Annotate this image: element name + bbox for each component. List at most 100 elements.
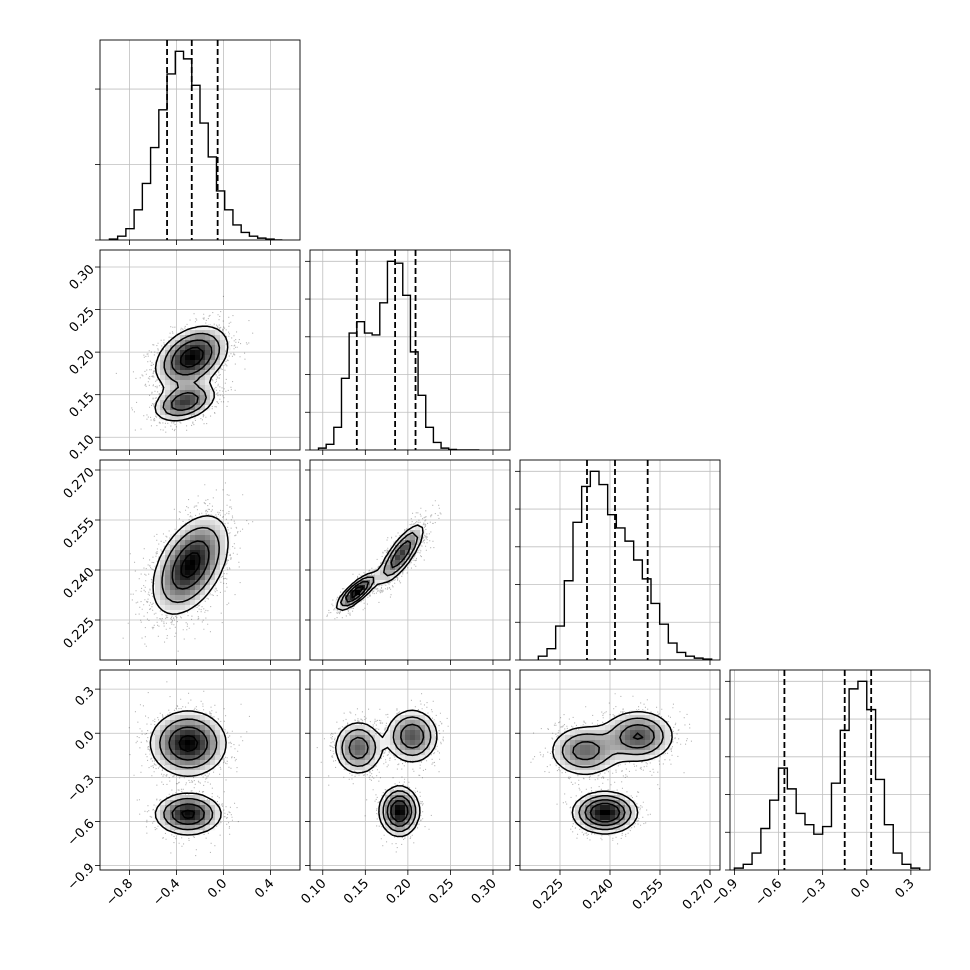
y-tick-label: 0.30	[67, 262, 98, 293]
density-cell	[220, 745, 226, 751]
density-cell	[165, 360, 171, 366]
density-cell	[210, 340, 216, 346]
density-cell	[195, 745, 201, 751]
density-cell	[375, 575, 381, 581]
density-cell	[400, 550, 406, 556]
density-cell	[185, 370, 191, 376]
panel-2-2	[515, 459, 721, 665]
density-cell	[190, 590, 196, 596]
density-cell	[215, 360, 221, 366]
density-cell	[570, 730, 576, 736]
density-cell	[345, 735, 351, 741]
density-cell	[415, 720, 421, 726]
density-cell	[355, 740, 361, 746]
density-cell	[210, 745, 216, 751]
density-cell	[215, 540, 221, 546]
y-tick-label: 0.15	[67, 390, 98, 421]
density-cell	[200, 380, 206, 386]
density-cell	[400, 790, 406, 796]
density-cell	[175, 725, 181, 731]
density-cell	[175, 390, 181, 396]
density-cell	[175, 715, 181, 721]
density-cell	[630, 805, 636, 811]
density-cell	[210, 360, 216, 366]
density-cell	[205, 555, 211, 561]
density-cell	[410, 535, 416, 541]
density-cell	[195, 800, 201, 806]
density-cell	[180, 795, 186, 801]
density-cell	[215, 810, 221, 816]
density-cell	[185, 825, 191, 831]
density-cell	[155, 570, 161, 576]
density-cell	[155, 595, 161, 601]
density-cell	[655, 725, 661, 731]
density-cell	[155, 745, 161, 751]
density-cell	[195, 535, 201, 541]
density-cell	[190, 750, 196, 756]
density-cell	[635, 750, 641, 756]
density-cell	[190, 525, 196, 531]
density-cell	[360, 750, 366, 756]
density-cell	[585, 795, 591, 801]
density-cell	[420, 740, 426, 746]
density-cell	[625, 820, 631, 826]
density-cell	[385, 735, 391, 741]
density-cell	[410, 805, 416, 811]
density-cell	[595, 825, 601, 831]
density-cell	[185, 540, 191, 546]
density-cell	[215, 730, 221, 736]
density-cell	[645, 745, 651, 751]
density-cell	[185, 335, 191, 341]
density-cell	[175, 760, 181, 766]
density-cell	[395, 800, 401, 806]
density-cell	[395, 555, 401, 561]
density-cell	[210, 755, 216, 761]
density-cell	[395, 570, 401, 576]
density-cell	[200, 560, 206, 566]
density-cell	[190, 405, 196, 411]
density-cell	[615, 725, 621, 731]
contour-line	[334, 709, 438, 838]
density-cell	[205, 745, 211, 751]
density-cell	[380, 575, 386, 581]
density-cell	[210, 525, 216, 531]
density-cell	[210, 805, 216, 811]
density-cell	[195, 720, 201, 726]
density-cell	[155, 730, 161, 736]
density-cell	[190, 365, 196, 371]
y-tick-label: 0.255	[61, 515, 98, 552]
density-cell	[170, 395, 176, 401]
density-cell	[385, 820, 391, 826]
y-tick-label: −0.6	[65, 817, 98, 850]
panel-3-2	[515, 669, 721, 875]
density-cell	[195, 795, 201, 801]
density-cell	[160, 760, 166, 766]
density-cell	[195, 760, 201, 766]
density-cell	[175, 610, 181, 616]
density-cell	[655, 715, 661, 721]
density-cell	[200, 750, 206, 756]
density-cell	[395, 730, 401, 736]
density-cell	[200, 765, 206, 771]
density-cell	[390, 575, 396, 581]
density-cell	[205, 755, 211, 761]
density-cell	[385, 815, 391, 821]
scatter-points	[530, 693, 692, 845]
density-cell	[185, 830, 191, 836]
density-cell	[585, 825, 591, 831]
density-cell	[590, 725, 596, 731]
density-cell	[210, 520, 216, 526]
density-cell	[175, 735, 181, 741]
density-cell	[405, 725, 411, 731]
panel-frame	[309, 669, 511, 871]
panel-frame	[99, 249, 301, 451]
density-cell	[340, 735, 346, 741]
density-cell	[395, 810, 401, 816]
density-cell	[160, 590, 166, 596]
density-cell	[180, 770, 186, 776]
density-cell	[640, 750, 646, 756]
y-tick-label: 0.240	[61, 565, 98, 602]
density-cell	[155, 410, 161, 416]
density-cell	[185, 590, 191, 596]
panel-frame	[309, 459, 511, 661]
